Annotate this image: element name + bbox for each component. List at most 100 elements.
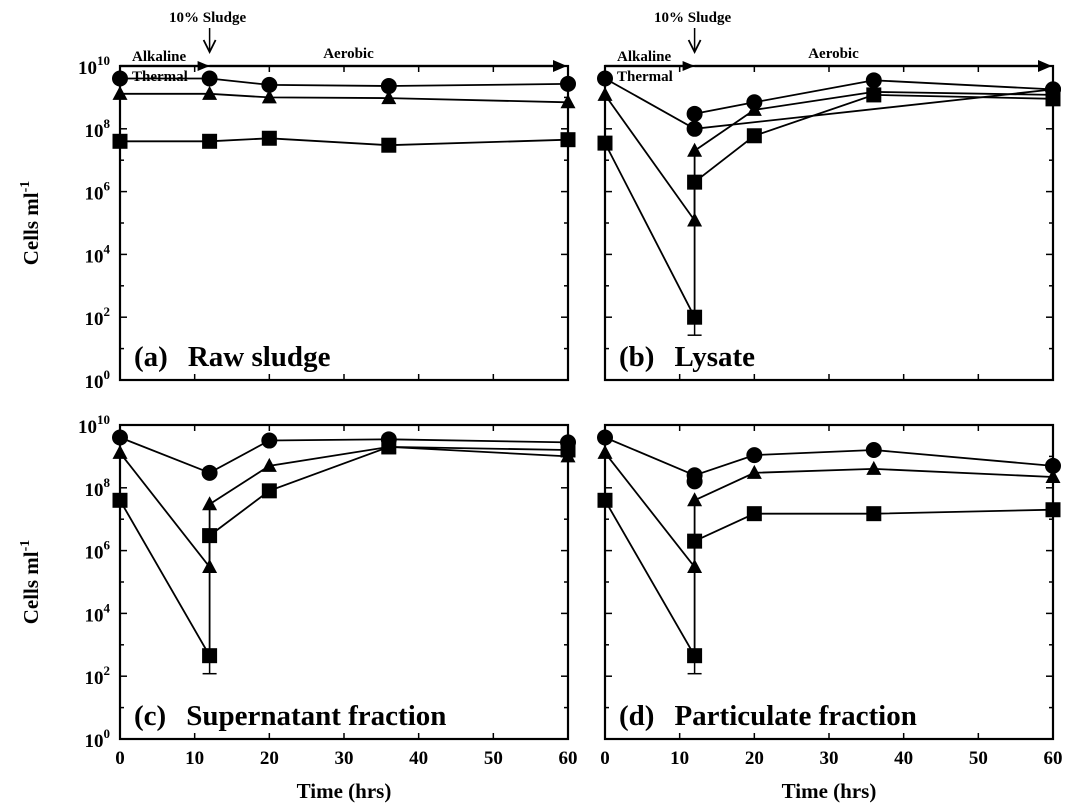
square-marker bbox=[746, 506, 762, 522]
y-axis-label-superscript: -1 bbox=[18, 540, 33, 552]
y-tick-exponent: 2 bbox=[104, 304, 111, 319]
triangle-marker bbox=[112, 85, 128, 100]
circle-marker bbox=[686, 120, 703, 137]
aerobic-label: Aerobic bbox=[808, 46, 859, 62]
y-tick-exponent: 8 bbox=[104, 475, 111, 490]
y-axis-label-superscript: -1 bbox=[18, 181, 33, 193]
square-marker bbox=[866, 87, 882, 103]
square-marker bbox=[381, 439, 397, 455]
sludge-addition-arrowhead bbox=[687, 39, 702, 55]
triangle-marker bbox=[746, 464, 762, 479]
y-tick-base: 10 bbox=[85, 543, 104, 564]
circle-marker bbox=[746, 447, 763, 464]
triangle-marker bbox=[597, 444, 613, 459]
y-tick-exponent: 0 bbox=[104, 726, 111, 741]
y-tick-base: 10 bbox=[85, 246, 104, 267]
square-marker bbox=[687, 648, 703, 664]
series-line-triangle bbox=[604, 90, 1054, 224]
square-marker bbox=[597, 492, 613, 508]
panel-title: Raw sludge bbox=[188, 341, 331, 373]
alkaline-label: Alkaline bbox=[132, 49, 187, 65]
y-tick-base: 10 bbox=[85, 731, 104, 752]
x-tick-label: 30 bbox=[820, 748, 839, 769]
triangle-marker bbox=[866, 460, 882, 475]
y-tick-exponent: 4 bbox=[104, 241, 111, 256]
circle-marker bbox=[201, 70, 218, 87]
thermal-label: Thermal bbox=[617, 69, 673, 85]
y-tick-base: 10 bbox=[85, 372, 104, 393]
y-tick-label: 104 bbox=[85, 241, 111, 267]
plot-frame bbox=[603, 423, 1055, 741]
y-tick-base: 10 bbox=[85, 184, 104, 205]
sludge-addition-label: 10% Sludge bbox=[654, 10, 731, 26]
plot-frame bbox=[118, 64, 570, 382]
circle-marker bbox=[1045, 457, 1061, 474]
triangle-marker bbox=[746, 101, 762, 116]
x-tick-label: 10 bbox=[185, 748, 204, 769]
circle-marker bbox=[201, 464, 218, 481]
circle-marker bbox=[112, 429, 128, 446]
circle-marker bbox=[686, 105, 703, 122]
series-line-triangle bbox=[604, 452, 1054, 570]
panel-letter: (c) bbox=[134, 700, 166, 732]
x-tick-label: 30 bbox=[335, 748, 354, 769]
panel-title: Supernatant fraction bbox=[186, 700, 446, 732]
sludge-addition-label: 10% Sludge bbox=[169, 10, 246, 26]
y-tick-label: 1010 bbox=[78, 53, 110, 79]
triangle-marker bbox=[202, 85, 218, 100]
x-tick-label: 60 bbox=[1044, 748, 1063, 769]
y-tick-base: 10 bbox=[85, 605, 104, 626]
y-tick-exponent: 2 bbox=[104, 663, 111, 678]
square-marker bbox=[560, 132, 576, 148]
triangle-marker bbox=[560, 94, 576, 109]
circle-marker bbox=[597, 70, 613, 87]
x-tick-label: 10 bbox=[670, 748, 689, 769]
square-marker bbox=[202, 648, 218, 664]
panel-letter: (d) bbox=[619, 700, 654, 732]
alkaline-label: Alkaline bbox=[617, 49, 672, 65]
y-axis-label-text: Cells ml bbox=[19, 192, 43, 265]
x-tick-label: 40 bbox=[894, 748, 913, 769]
square-marker bbox=[597, 135, 613, 151]
thermal-label: Thermal bbox=[132, 69, 188, 85]
triangle-marker bbox=[687, 492, 703, 507]
panel-letter: (a) bbox=[134, 341, 168, 373]
panel-label: (d) Particulate fraction bbox=[619, 700, 917, 732]
triangle-marker bbox=[687, 142, 703, 157]
square-marker bbox=[560, 442, 576, 458]
square-marker bbox=[1045, 91, 1061, 107]
y-tick-base: 10 bbox=[85, 480, 104, 501]
x-tick-label: 0 bbox=[115, 748, 125, 769]
series-line-triangle bbox=[119, 445, 569, 570]
y-tick-base: 10 bbox=[85, 309, 104, 330]
aerobic-arrowhead bbox=[553, 60, 567, 72]
y-tick-label: 102 bbox=[85, 663, 111, 689]
circle-marker bbox=[261, 76, 278, 93]
plot-frame bbox=[118, 423, 570, 741]
y-tick-base: 10 bbox=[85, 121, 104, 142]
square-marker bbox=[866, 506, 882, 522]
plot-frame bbox=[603, 64, 1055, 382]
square-marker bbox=[261, 483, 277, 499]
triangle-marker bbox=[202, 496, 218, 511]
y-tick-base: 10 bbox=[78, 417, 97, 438]
y-tick-exponent: 6 bbox=[104, 538, 111, 553]
triangle-marker bbox=[261, 457, 277, 472]
square-marker bbox=[202, 528, 218, 544]
triangle-marker bbox=[381, 90, 397, 105]
y-tick-base: 10 bbox=[85, 668, 104, 689]
y-axis-label: Cells ml-1 bbox=[18, 540, 43, 625]
square-marker bbox=[112, 492, 128, 508]
series-line-square bbox=[120, 137, 569, 147]
y-tick-exponent: 4 bbox=[104, 600, 111, 615]
series-line-square bbox=[604, 499, 1054, 660]
triangle-marker bbox=[687, 559, 703, 574]
triangle-marker bbox=[687, 212, 703, 227]
series-line-circle bbox=[694, 79, 1054, 115]
series-line-square bbox=[604, 93, 1054, 318]
square-marker bbox=[261, 130, 277, 146]
y-tick-exponent: 0 bbox=[104, 367, 111, 382]
